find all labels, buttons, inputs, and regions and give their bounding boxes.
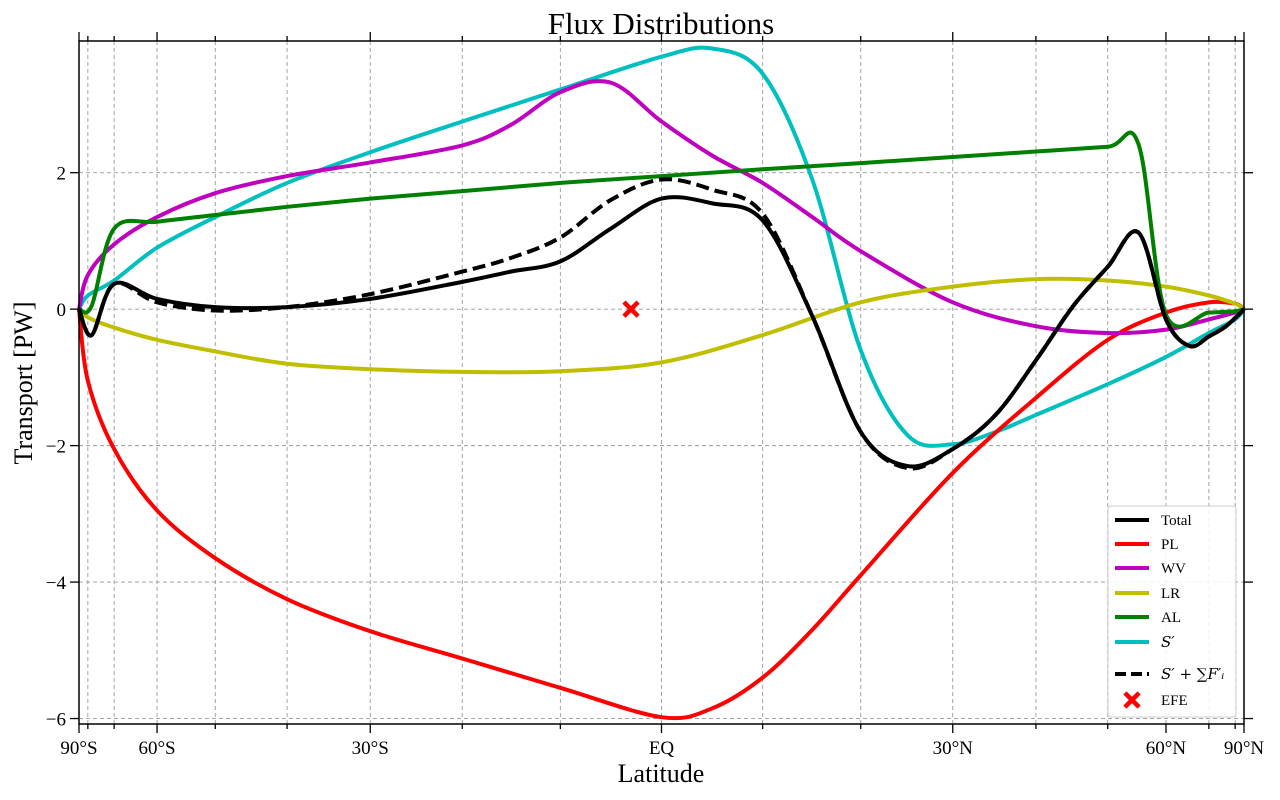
legend-label: Total (1161, 513, 1192, 529)
x-axis-label: Latitude (618, 759, 705, 788)
x-tick-label: 60°S (138, 738, 175, 759)
series-line-s-prime (77, 45, 1246, 448)
series-line-lr (77, 276, 1246, 375)
y-tick-label: −4 (46, 573, 67, 594)
legend-label: PL (1161, 537, 1179, 553)
series-line-s-prime-plus-sum-f (77, 177, 1246, 471)
y-tick-label: 2 (57, 164, 67, 185)
series-line-wv (77, 79, 1245, 336)
legend-label: EFE (1161, 693, 1188, 709)
x-tick-label: 90°S (60, 738, 97, 759)
legend-label: S′ (1161, 633, 1175, 651)
marker-efe (622, 300, 640, 318)
y-tick-label: 0 (57, 300, 67, 321)
x-tick-label: 30°N (933, 738, 974, 759)
y-tick-label: −2 (46, 437, 66, 458)
x-tick-label: 30°S (352, 738, 389, 759)
grid-lines (78, 41, 1245, 724)
x-tick-label: EQ (649, 738, 675, 759)
legend-label: AL (1161, 610, 1181, 626)
legend-box (1107, 505, 1237, 718)
y-tick-label: −6 (46, 710, 66, 731)
legend-label: S′ + ∑F′ᵢ (1161, 665, 1224, 683)
x-tick-label: 60°N (1146, 738, 1187, 759)
plot-series (77, 45, 1246, 721)
legend-label: WV (1161, 561, 1186, 577)
axis-ticks: 90°S 60°S 30°S EQ 30°N 60°N 90°N −6 −4 −2 0 2 (46, 32, 1265, 759)
legend-swatch (1123, 691, 1141, 709)
legend-label: LR (1161, 586, 1180, 602)
x-tick-label: 90°N (1224, 738, 1265, 759)
y-axis-label: Transport [PW] (9, 302, 38, 465)
plot-markers (622, 300, 640, 318)
chart-legend: Total PL WV LR AL S′ S′ + ∑F′ᵢ EFE (1107, 505, 1237, 718)
series-line-al (78, 130, 1245, 329)
